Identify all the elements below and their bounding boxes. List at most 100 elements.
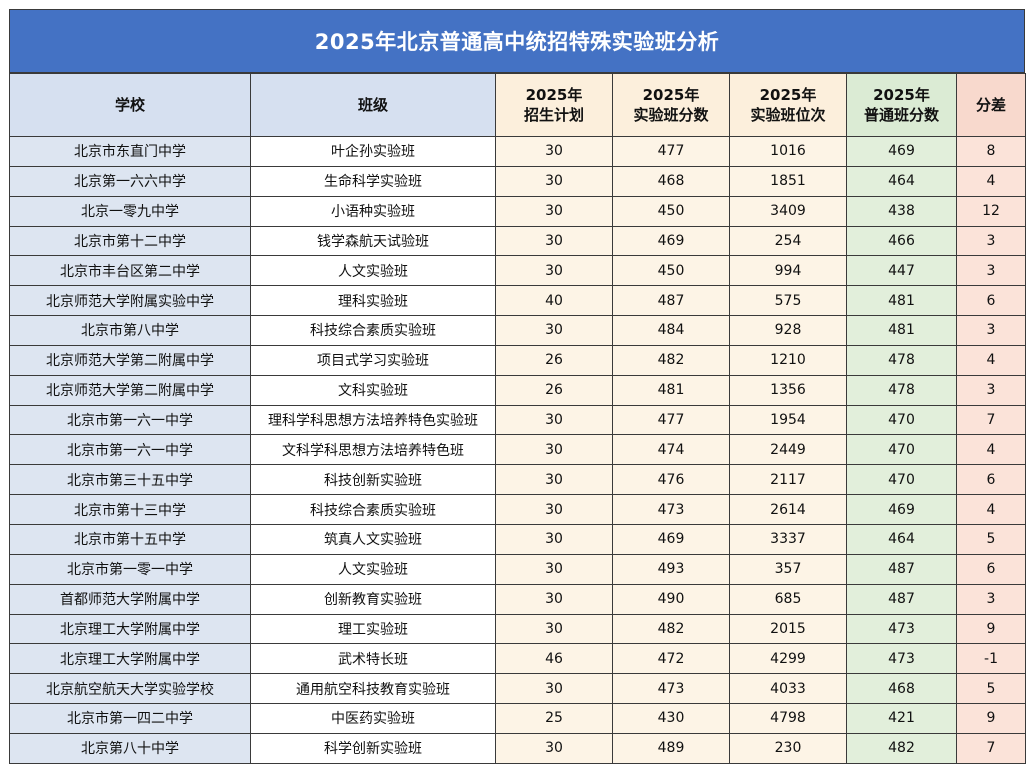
cell-score: 481 [612,374,730,406]
cell-class: 科技创新实验班 [250,464,496,496]
cell-school: 北京市第一六一中学 [9,404,251,436]
cell-diff: 8 [956,136,1026,167]
table-row: 北京第一六六中学 生命科学实验班 30 468 1851 464 4 [9,165,1026,197]
table-body: 北京市东直门中学 叶企孙实验班 30 477 1016 469 8 北京第一六六中学 生命科学实… [9,136,1026,764]
cell-diff: 4 [956,165,1026,197]
cell-class: 钱学森航天试验班 [250,225,496,257]
cell-score: 476 [612,464,730,496]
cell-rank: 1016 [729,136,847,167]
cell-school: 北京理工大学附属中学 [9,613,251,645]
cell-rank: 1210 [729,344,847,376]
cell-school: 北京市第八中学 [9,315,251,346]
cell-score: 477 [612,404,730,436]
cell-plan: 30 [495,732,613,764]
cell-school: 北京市东直门中学 [9,136,251,167]
cell-school: 北京市第一四二中学 [9,703,251,734]
cell-school: 首都师范大学附属中学 [9,583,251,615]
cell-diff: 6 [956,553,1026,585]
cell-normal: 470 [846,404,957,436]
cell-normal: 478 [846,344,957,376]
cell-class: 叶企孙实验班 [250,136,496,167]
cell-plan: 30 [495,136,613,167]
cell-normal: 487 [846,553,957,585]
cell-normal: 473 [846,643,957,675]
table-row: 北京市东直门中学 叶企孙实验班 30 477 1016 469 8 [9,136,1026,167]
cell-diff: 3 [956,374,1026,406]
cell-class: 文科实验班 [250,374,496,406]
cell-diff: 6 [956,464,1026,496]
cell-school: 北京市第十三中学 [9,494,251,525]
header-normal-line2: 普通班分数 [863,106,939,124]
cell-normal: 470 [846,434,957,466]
cell-plan: 30 [495,553,613,585]
cell-score: 430 [612,703,730,734]
table-row: 首都师范大学附属中学 创新教育实验班 30 490 685 487 3 [9,583,1026,615]
cell-normal: 478 [846,374,957,406]
cell-rank: 575 [729,285,847,317]
table-row: 北京理工大学附属中学 武术特长班 46 472 4299 473 -1 [9,643,1026,675]
cell-plan: 30 [495,583,613,615]
cell-rank: 4798 [729,703,847,734]
cell-school: 北京师范大学附属实验中学 [9,285,251,317]
cell-normal: 473 [846,613,957,645]
cell-diff: 3 [956,315,1026,346]
cell-normal: 481 [846,315,957,346]
cell-school: 北京市丰台区第二中学 [9,255,251,287]
header-score: 2025年 实验班分数 [612,73,730,137]
cell-rank: 928 [729,315,847,346]
cell-school: 北京师范大学第二附属中学 [9,344,251,376]
table-row: 北京市第十三中学 科技综合素质实验班 30 473 2614 469 4 [9,494,1026,525]
cell-school: 北京师范大学第二附属中学 [9,374,251,406]
cell-class: 科技综合素质实验班 [250,494,496,525]
cell-diff: 7 [956,404,1026,436]
cell-plan: 30 [495,464,613,496]
header-normal-line1: 2025年 [873,86,930,104]
cell-normal: 466 [846,225,957,257]
cell-class: 通用航空科技教育实验班 [250,673,496,705]
cell-score: 468 [612,165,730,197]
cell-class: 理科学科思想方法培养特色实验班 [250,404,496,436]
header-score-line1: 2025年 [642,86,700,104]
header-rank: 2025年 实验班位次 [729,73,847,137]
table-row: 北京市第十五中学 筑真人文实验班 30 469 3337 464 5 [9,523,1026,555]
table-row: 北京师范大学第二附属中学 文科实验班 26 481 1356 478 3 [9,374,1026,406]
table-row: 北京一零九中学 小语种实验班 30 450 3409 438 12 [9,195,1026,227]
cell-school: 北京市第一六一中学 [9,434,251,466]
cell-school: 北京第一六六中学 [9,165,251,197]
cell-plan: 30 [495,165,613,197]
cell-score: 493 [612,553,730,585]
cell-school: 北京一零九中学 [9,195,251,227]
cell-school: 北京市第三十五中学 [9,464,251,496]
cell-plan: 30 [495,523,613,555]
cell-normal: 482 [846,732,957,764]
cell-normal: 481 [846,285,957,317]
cell-plan: 30 [495,315,613,346]
cell-diff: 9 [956,703,1026,734]
cell-rank: 2614 [729,494,847,525]
table-row: 北京市丰台区第二中学 人文实验班 30 450 994 447 3 [9,255,1026,287]
cell-score: 450 [612,255,730,287]
table-row: 北京市第一六一中学 理科学科思想方法培养特色实验班 30 477 1954 470 7 [9,404,1026,436]
header-normal: 2025年普通班分数 [846,73,957,137]
table-title: 2025年北京普通高中统招特殊实验班分析 [9,9,1025,73]
cell-score: 472 [612,643,730,675]
header-school: 学校 [9,73,251,137]
cell-diff: 3 [956,255,1026,287]
cell-normal: 464 [846,165,957,197]
cell-rank: 3409 [729,195,847,227]
cell-score: 487 [612,285,730,317]
cell-school: 北京市第十二中学 [9,225,251,257]
cell-score: 473 [612,494,730,525]
cell-normal: 447 [846,255,957,287]
cell-class: 小语种实验班 [250,195,496,227]
header-plan-line1: 2025年 [525,86,583,104]
cell-diff: 6 [956,285,1026,317]
header-plan: 2025年 招生计划 [495,73,613,137]
table-row: 北京市第一六一中学 文科学科思想方法培养特色班 30 474 2449 470 4 [9,434,1026,466]
cell-plan: 30 [495,613,613,645]
cell-normal: 421 [846,703,957,734]
cell-plan: 26 [495,344,613,376]
cell-rank: 685 [729,583,847,615]
cell-rank: 1851 [729,165,847,197]
cell-plan: 30 [495,673,613,705]
